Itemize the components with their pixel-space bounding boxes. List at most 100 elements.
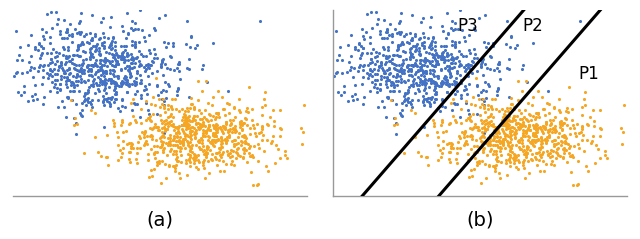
Point	[144, 33, 154, 37]
Point	[128, 146, 138, 150]
Point	[406, 46, 416, 50]
Point	[425, 43, 435, 47]
Point	[193, 98, 203, 102]
Point	[175, 141, 185, 145]
Point	[435, 54, 445, 58]
Point	[511, 128, 522, 132]
Point	[522, 118, 532, 122]
Point	[187, 119, 197, 122]
Point	[99, 44, 109, 48]
Point	[495, 147, 505, 150]
Point	[477, 134, 487, 138]
Point	[182, 19, 193, 23]
Point	[554, 97, 564, 101]
Point	[135, 73, 145, 77]
Point	[127, 43, 137, 47]
Point	[127, 28, 138, 32]
Point	[449, 80, 460, 84]
Point	[129, 79, 139, 83]
Point	[442, 36, 452, 40]
Point	[152, 84, 162, 88]
Point	[572, 123, 582, 126]
Point	[84, 85, 94, 88]
Point	[383, 95, 394, 98]
Point	[205, 114, 216, 117]
Point	[397, 61, 408, 65]
Point	[541, 139, 552, 143]
Point	[534, 150, 545, 154]
Point	[162, 66, 172, 70]
Point	[73, 43, 83, 46]
Point	[564, 154, 575, 158]
Point	[376, 74, 386, 78]
Point	[116, 57, 127, 60]
Point	[391, 79, 401, 83]
Point	[484, 141, 494, 145]
Point	[163, 41, 173, 44]
Point	[468, 125, 479, 129]
Point	[495, 77, 505, 81]
Point	[521, 153, 531, 157]
Point	[198, 149, 208, 153]
Point	[524, 124, 534, 128]
Point	[194, 108, 204, 112]
Point	[84, 50, 95, 54]
Point	[431, 60, 442, 63]
Point	[443, 31, 453, 35]
Point	[118, 81, 128, 85]
Point	[117, 24, 127, 28]
Point	[463, 65, 474, 69]
Point	[42, 51, 52, 55]
Point	[106, 48, 116, 51]
Point	[358, 103, 368, 106]
Point	[501, 120, 511, 124]
Point	[8, 75, 19, 78]
Point	[202, 119, 212, 123]
Point	[328, 75, 339, 78]
Point	[469, 152, 479, 155]
Point	[234, 120, 244, 124]
Point	[51, 72, 61, 76]
Point	[142, 92, 152, 96]
Point	[144, 112, 154, 116]
Point	[466, 147, 476, 151]
Text: P3: P3	[458, 17, 479, 35]
Point	[187, 125, 197, 129]
Point	[467, 127, 477, 131]
Point	[533, 138, 543, 142]
Point	[490, 125, 500, 129]
Point	[98, 100, 108, 103]
Point	[444, 141, 454, 145]
Point	[321, 61, 332, 65]
Point	[431, 62, 442, 66]
Point	[483, 41, 493, 44]
Point	[268, 135, 278, 138]
Point	[187, 150, 197, 154]
Point	[237, 127, 248, 131]
Point	[186, 129, 196, 132]
Point	[152, 125, 163, 129]
Point	[456, 81, 466, 85]
Point	[451, 157, 461, 161]
Point	[504, 155, 515, 159]
Point	[429, 57, 440, 61]
Point	[437, 120, 447, 124]
Point	[500, 123, 510, 127]
Point	[412, 83, 422, 87]
Point	[241, 117, 251, 121]
Point	[196, 124, 207, 128]
Point	[186, 34, 196, 38]
Point	[211, 115, 221, 119]
Point	[445, 121, 455, 125]
Point	[595, 134, 605, 138]
Point	[236, 140, 246, 143]
Point	[222, 101, 232, 105]
Point	[164, 120, 174, 124]
Point	[104, 100, 115, 104]
Point	[95, 154, 106, 158]
Point	[527, 103, 538, 107]
Point	[481, 46, 491, 49]
Point	[385, 59, 395, 63]
Point	[509, 161, 519, 164]
Point	[58, 53, 68, 57]
